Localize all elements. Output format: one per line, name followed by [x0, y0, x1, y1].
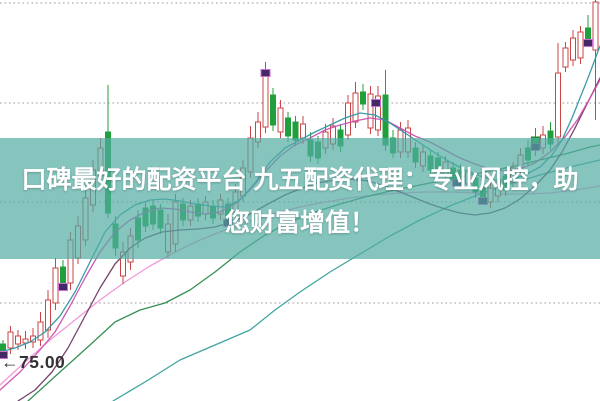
candle-body	[285, 117, 291, 137]
candle-body	[375, 95, 381, 131]
candle-body	[277, 107, 284, 133]
candle-body	[7, 331, 14, 349]
price-level-value: 75.00	[19, 352, 66, 372]
price-level-label: ←75.00	[1, 352, 65, 373]
candle-body	[270, 94, 276, 126]
purple-signal-marker	[0, 351, 8, 359]
candle-body	[52, 267, 59, 304]
candle-body	[262, 74, 269, 128]
headline: 口碑最好的配资平台 九五配资代理：专业风控，助 您财富增值！	[0, 159, 600, 245]
headline-line-1: 口碑最好的配资平台 九五配资代理：专业风控，助	[21, 166, 579, 194]
left-arrow-icon: ←	[1, 352, 19, 372]
candle-body	[555, 72, 561, 138]
candle-body	[367, 93, 374, 129]
headline-band	[0, 138, 600, 259]
candle-body	[577, 31, 584, 59]
candle-body	[360, 91, 366, 105]
purple-signal-marker	[371, 99, 381, 107]
purple-signal-marker	[260, 69, 271, 77]
candle-body	[352, 92, 359, 123]
candle-body	[592, 1, 599, 51]
candle-body	[37, 321, 44, 341]
candle-body	[585, 27, 591, 41]
candle-body	[345, 102, 351, 136]
candle-body	[570, 37, 576, 61]
candle-body	[60, 266, 66, 284]
candle-body	[45, 299, 51, 331]
candle-body	[300, 123, 306, 139]
purple-signal-marker	[58, 283, 68, 291]
candle-body	[562, 47, 569, 68]
purple-signal-marker	[583, 39, 593, 47]
headline-line-2: 您财富增值！	[224, 209, 375, 237]
candle-body	[15, 335, 21, 345]
candle-body	[22, 338, 29, 344]
